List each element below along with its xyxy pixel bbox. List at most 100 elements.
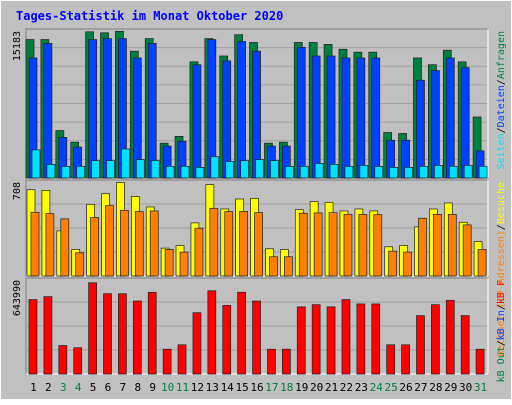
legend-entry: kB In [496, 310, 507, 340]
x-tick-label: 27 [414, 381, 427, 394]
bar-requests-files-day-20 [311, 55, 321, 179]
x-tick-label: 5 [90, 381, 97, 394]
bar-requests-files-day-16 [252, 50, 261, 179]
bar-requests-pages-day-16 [255, 159, 264, 179]
bar-visitors-sites-day-2 [45, 213, 55, 277]
bar-visitors-sites-day-5 [90, 217, 99, 277]
x-tick-label: 11 [176, 381, 189, 394]
bar-requests-files-day-15 [237, 41, 246, 179]
legend-separator: / [496, 224, 507, 230]
bar-visitors-sites-day-3 [60, 218, 70, 277]
x-tick-label: 6 [105, 381, 112, 394]
bar-requests-pages-day-10 [165, 166, 175, 179]
legend-separator: / [496, 127, 507, 133]
x-tick-label: 29 [444, 381, 457, 394]
bar-visitors-sites-day-31 [477, 249, 487, 277]
bar-requests-pages-day-15 [240, 160, 249, 179]
bar-kbytes-kbytes-day-2 [43, 296, 53, 375]
legend-visitors: Rechner (IP-Adressen)/Besuche [496, 182, 507, 357]
bar-visitors-sites-day-21 [328, 212, 338, 277]
bar-visitors-sites-day-18 [284, 256, 293, 277]
chart-title: Tages-Statistik im Monat Oktober 2020 [16, 9, 283, 23]
bar-visitors-sites-day-10 [164, 249, 174, 277]
bar-visitors-sites-day-16 [254, 212, 263, 277]
bar-kbytes-kbytes-day-30 [460, 315, 470, 375]
bar-kbytes-kbytes-day-16 [252, 300, 261, 375]
bar-requests-files-day-2 [43, 43, 53, 179]
bar-visitors-sites-day-24 [373, 214, 383, 277]
bar-kbytes-kbytes-day-8 [132, 300, 142, 375]
bar-requests-pages-day-3 [61, 166, 71, 179]
bar-requests-files-day-9 [147, 43, 157, 179]
bar-requests-pages-day-20 [314, 163, 324, 179]
bar-requests-pages-day-21 [329, 164, 339, 179]
x-tick-label: 7 [120, 381, 127, 394]
x-tick-label: 25 [385, 381, 398, 394]
bar-requests-pages-day-1 [31, 149, 41, 179]
legend-separator: / [496, 340, 507, 346]
legend-entry: Seiten [496, 133, 507, 169]
bar-visitors-sites-day-13 [209, 207, 219, 277]
x-tick-label: 20 [310, 381, 323, 394]
y-axis-max-label: 15183 [12, 31, 23, 61]
bar-visitors-sites-day-14 [224, 211, 234, 277]
bar-requests-pages-day-31 [478, 166, 488, 179]
bar-requests-pages-day-28 [434, 165, 443, 179]
bar-kbytes-kbytes-day-24 [371, 303, 381, 375]
bar-visitors-sites-day-29 [447, 214, 457, 277]
legend-entry: Besuche [496, 182, 507, 224]
bar-kbytes-kbytes-day-3 [58, 345, 68, 375]
bar-visitors-sites-day-27 [418, 217, 427, 277]
bar-visitors-sites-day-11 [179, 251, 189, 277]
bar-requests-pages-day-29 [448, 166, 458, 179]
y-axis-max-label: 708 [12, 182, 23, 200]
x-tick-label: 16 [250, 381, 263, 394]
bar-visitors-sites-day-15 [239, 210, 248, 277]
bar-kbytes-kbytes-day-12 [192, 312, 202, 375]
bar-kbytes-kbytes-day-27 [416, 315, 425, 375]
bar-requests-pages-day-11 [180, 166, 190, 179]
legend-entry: Dateien [496, 85, 507, 127]
bar-kbytes-kbytes-day-22 [341, 299, 351, 375]
x-tick-label: 31 [474, 381, 487, 394]
bar-requests-pages-day-19 [299, 166, 309, 179]
bar-visitors-sites-day-4 [75, 252, 85, 277]
x-tick-label: 19 [295, 381, 308, 394]
bar-requests-pages-day-17 [270, 160, 279, 179]
bar-kbytes-kbytes-day-1 [28, 299, 38, 375]
x-tick-label: 14 [221, 381, 235, 394]
legend-entry: kB F [496, 280, 507, 304]
x-tick-label: 4 [75, 381, 82, 394]
legend-entry: Rechner (IP-Adressen) [496, 230, 507, 356]
x-tick-label: 17 [265, 381, 278, 394]
bar-requests-files-day-22 [341, 57, 351, 179]
bar-requests-files-day-21 [326, 55, 336, 179]
bar-kbytes-kbytes-day-21 [326, 306, 336, 375]
bar-requests-pages-day-26 [404, 166, 413, 179]
x-tick-label: 1 [30, 381, 37, 394]
x-tick-label: 21 [325, 381, 338, 394]
bar-requests-pages-day-22 [344, 166, 354, 179]
bar-requests-files-day-27 [416, 79, 425, 179]
bar-requests-pages-day-27 [419, 166, 428, 179]
bar-requests-pages-day-18 [285, 166, 294, 179]
bar-visitors-sites-day-9 [149, 210, 159, 277]
bar-requests-files-day-23 [356, 57, 366, 179]
bar-requests-files-day-19 [296, 46, 306, 179]
bar-requests-pages-day-2 [46, 164, 56, 179]
bar-visitors-sites-day-6 [105, 205, 114, 277]
bar-kbytes-kbytes-day-28 [431, 304, 440, 375]
x-tick-label: 3 [60, 381, 67, 394]
bar-visitors-sites-day-8 [134, 211, 144, 277]
x-tick-label: 22 [340, 381, 353, 394]
bar-kbytes-kbytes-day-4 [73, 347, 83, 375]
bar-kbytes-kbytes-day-17 [267, 348, 276, 375]
legend-kbytes: kB Out/kB In/kB F [496, 280, 507, 382]
legend-entry: kB Out [496, 346, 507, 382]
bar-requests-files-day-30 [460, 67, 470, 179]
x-tick-label: 13 [206, 381, 219, 394]
